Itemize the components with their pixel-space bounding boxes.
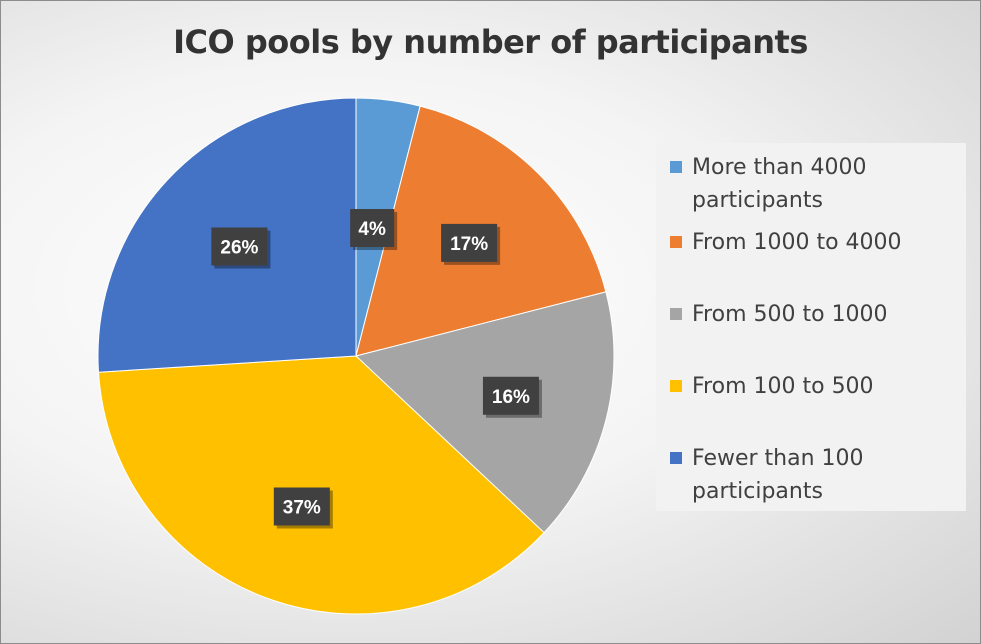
legend-swatch [670, 161, 682, 173]
legend-item-fewer-than-100: Fewer than 100 participants [670, 442, 942, 508]
legend-swatch [670, 308, 682, 320]
legend-label: From 1000 to 4000 [692, 230, 902, 255]
data-label-1000-to-4000: 17% [441, 223, 501, 265]
data-label-text: 17% [450, 234, 488, 255]
legend-swatch [670, 380, 682, 392]
legend: More than 4000 participants From 1000 to… [656, 143, 966, 511]
legend-item-1000-to-4000: From 1000 to 4000 [670, 226, 942, 259]
legend-label: From 100 to 500 [692, 374, 874, 399]
data-label-text: 16% [492, 387, 530, 408]
legend-swatch [670, 452, 682, 464]
pie-slice-100-to-500 [97, 355, 545, 615]
data-label-500-to-1000: 16% [482, 376, 542, 418]
data-label-100-to-500: 37% [273, 487, 333, 529]
data-label-text: 4% [358, 219, 386, 240]
legend-swatch [670, 236, 682, 248]
legend-label: More than 4000 participants [692, 155, 867, 213]
legend-item-500-to-1000: From 500 to 1000 [670, 298, 942, 331]
data-label-text: 37% [283, 498, 321, 519]
chart-title: ICO pools by number of participants [173, 23, 808, 61]
legend-item-more-than-4000: More than 4000 participants [670, 151, 942, 217]
data-label-more-than-4000: 4% [350, 209, 398, 251]
legend-label: Fewer than 100 participants [692, 446, 864, 504]
data-label-text: 26% [220, 237, 258, 258]
legend-label: From 500 to 1000 [692, 302, 888, 327]
data-label-fewer-than-100: 26% [211, 227, 271, 269]
legend-item-100-to-500: From 100 to 500 [670, 370, 942, 403]
